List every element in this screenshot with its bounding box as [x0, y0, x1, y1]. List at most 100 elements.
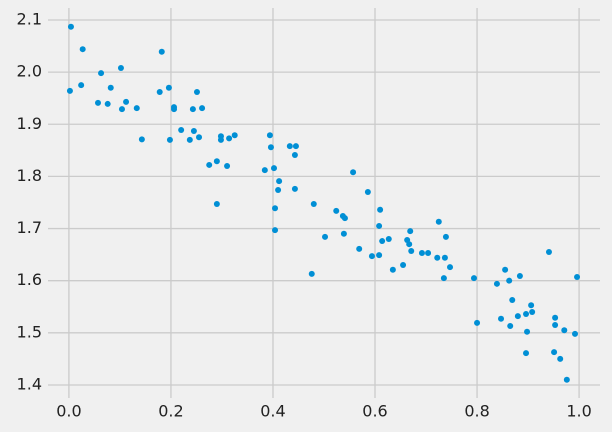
point — [498, 315, 505, 322]
y-tick-label: 1.6 — [17, 270, 42, 289]
point — [356, 245, 363, 252]
point — [272, 205, 279, 212]
point — [572, 330, 579, 337]
point — [377, 206, 384, 213]
x-tick-label: 0.6 — [362, 402, 387, 421]
point — [189, 106, 196, 113]
y-tick-label: 1.5 — [17, 322, 42, 341]
point — [107, 84, 114, 91]
x-tick-label: 0.8 — [464, 402, 489, 421]
point — [308, 270, 315, 277]
x-tick-label: 0.0 — [56, 402, 81, 421]
point — [574, 274, 581, 281]
point — [340, 230, 347, 237]
point — [199, 105, 206, 112]
point — [231, 132, 238, 139]
y-tick-label: 1.4 — [17, 374, 42, 393]
point — [528, 302, 535, 309]
point — [435, 218, 442, 225]
point — [407, 228, 414, 235]
point — [552, 322, 559, 329]
point — [196, 134, 203, 141]
point — [117, 64, 124, 71]
point — [514, 313, 521, 320]
point — [470, 275, 477, 282]
point — [350, 169, 357, 176]
point — [523, 311, 530, 318]
point — [376, 252, 383, 259]
x-tick-label: 0.2 — [158, 402, 183, 421]
point — [529, 308, 536, 315]
point — [133, 105, 140, 112]
y-tick-label: 2.1 — [17, 9, 42, 28]
point — [224, 162, 231, 169]
point — [271, 165, 278, 172]
point — [292, 143, 299, 150]
point — [98, 70, 105, 77]
point — [368, 253, 375, 260]
point — [267, 144, 274, 151]
point — [545, 249, 552, 256]
point — [552, 314, 559, 321]
point — [406, 241, 413, 248]
point — [166, 136, 173, 143]
point — [524, 328, 531, 335]
point — [213, 158, 220, 165]
point — [364, 189, 371, 196]
point — [341, 215, 348, 222]
point — [78, 82, 85, 89]
point — [493, 280, 500, 287]
point — [502, 266, 509, 273]
point — [561, 327, 568, 334]
point — [261, 167, 268, 174]
point — [310, 201, 317, 208]
point — [226, 135, 233, 142]
point — [94, 99, 101, 106]
point — [66, 87, 73, 94]
point — [158, 48, 165, 55]
point — [186, 136, 193, 143]
point — [266, 132, 273, 139]
point — [156, 88, 163, 95]
point — [507, 323, 514, 330]
point — [385, 235, 392, 242]
point — [516, 272, 523, 279]
point — [509, 296, 516, 303]
point — [138, 136, 145, 143]
point — [474, 319, 481, 326]
point — [333, 207, 340, 214]
point — [322, 233, 329, 240]
point — [291, 185, 298, 192]
point — [379, 238, 386, 245]
point — [376, 222, 383, 229]
point — [400, 262, 407, 269]
point — [118, 106, 125, 113]
y-tick-label: 2.0 — [17, 62, 42, 81]
point — [190, 128, 197, 135]
y-tick-label: 1.9 — [17, 114, 42, 133]
point — [193, 88, 200, 95]
point — [79, 46, 86, 53]
point — [217, 136, 224, 143]
point — [506, 277, 513, 284]
point — [447, 264, 454, 271]
x-tick-label: 1.0 — [566, 402, 591, 421]
point — [441, 254, 448, 261]
point — [276, 178, 283, 185]
y-tick-label: 1.8 — [17, 166, 42, 185]
point — [434, 254, 441, 261]
point — [67, 23, 74, 30]
x-tick-label: 0.4 — [260, 402, 285, 421]
point — [165, 84, 172, 91]
point — [418, 250, 425, 257]
point — [171, 106, 178, 113]
point — [286, 143, 293, 150]
point — [275, 186, 282, 193]
point — [557, 355, 564, 362]
point — [206, 161, 213, 168]
y-tick-label: 1.7 — [17, 218, 42, 237]
point — [272, 227, 279, 234]
point — [408, 247, 415, 254]
